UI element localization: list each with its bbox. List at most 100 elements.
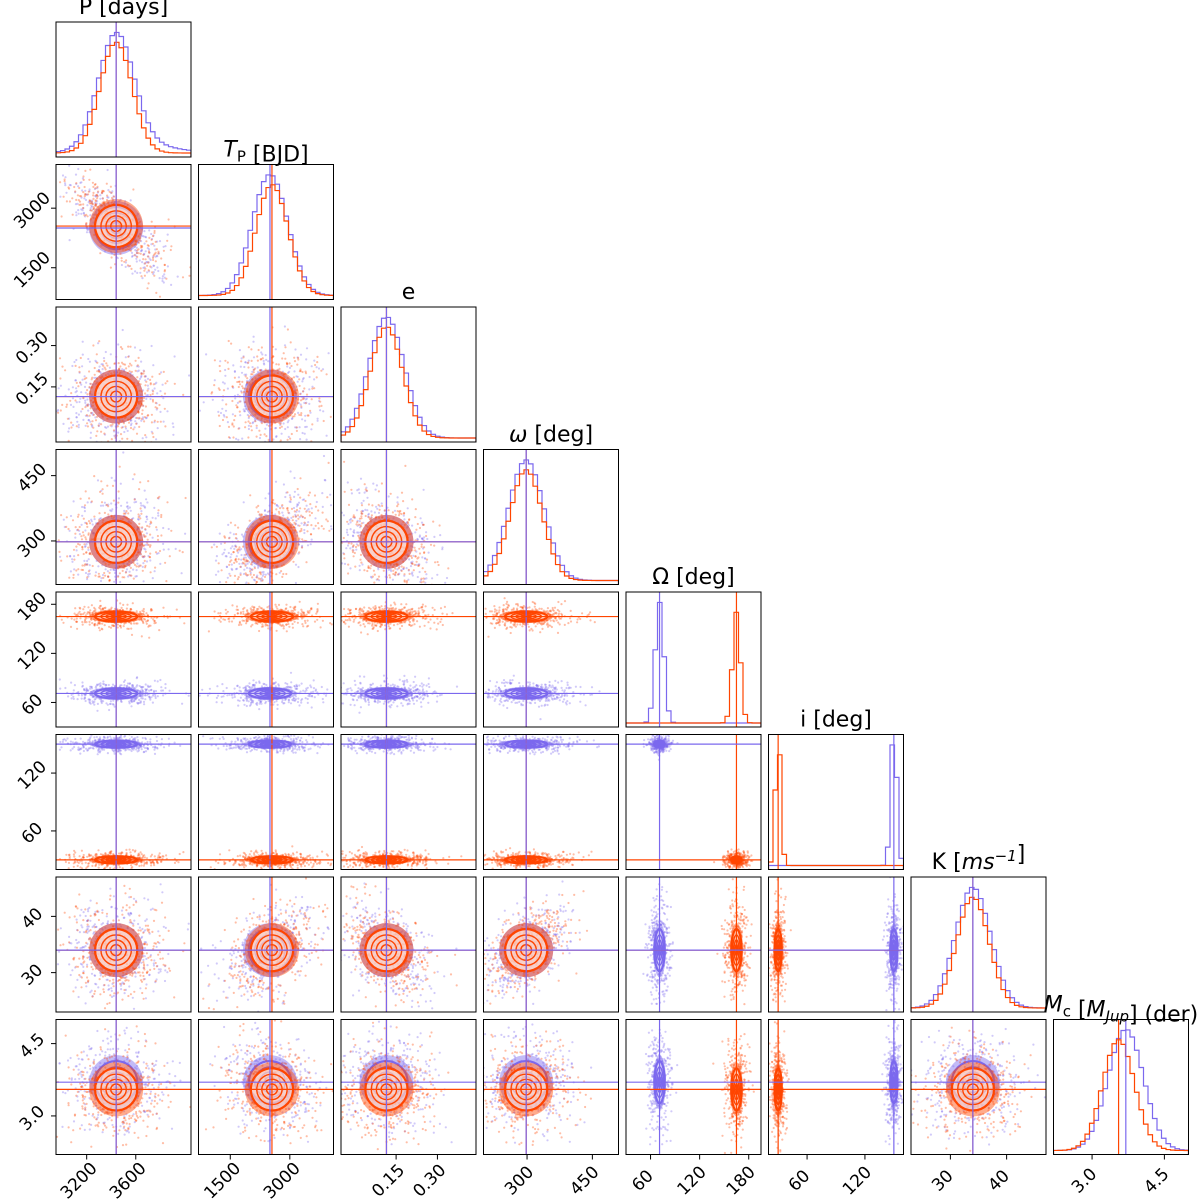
panel-frame (55, 21, 192, 158)
panel-K-vs-i (768, 876, 904, 1013)
contour-level (510, 934, 543, 967)
contour-level (265, 1083, 279, 1096)
contour-level (261, 530, 283, 553)
panel-frame (198, 1019, 334, 1155)
y-tick-label-Mc: 3.0 (16, 1102, 49, 1135)
panel-frame (768, 734, 904, 870)
hist-omega-blue (483, 459, 619, 585)
contour-level (100, 210, 133, 242)
x-tick-label-omega: 450 (566, 1162, 603, 1199)
title-K: K [ms−1] (932, 842, 1026, 875)
hist-Mc-blue (1053, 1029, 1189, 1155)
x-tick-label-P: 3600 (106, 1159, 151, 1201)
panel-i-vs-e (340, 734, 477, 870)
panel-frame (55, 1019, 192, 1155)
panel-frame (768, 1019, 904, 1155)
title-Omega: Ω [deg] (652, 565, 734, 590)
panel-Omega-vs-omega (483, 591, 619, 728)
title-omega: ω [deg] (509, 423, 593, 448)
panel-e-vs-Tp (198, 306, 334, 443)
panel-frame (625, 1019, 762, 1155)
hist-Tp-orange (198, 184, 334, 300)
panel-frame (483, 591, 619, 728)
hist-Mc-orange (1053, 1039, 1189, 1155)
panel-Mc-vs-i (768, 1019, 904, 1155)
panel-i-vs-i (768, 734, 904, 870)
hist-Omega-blue (626, 601, 761, 727)
panel-Mc-vs-omega (483, 1019, 619, 1155)
x-tick-label-e: 0.15 (368, 1161, 409, 1201)
panel-frame (483, 876, 619, 1013)
panel-i-vs-omega (483, 734, 619, 870)
y-tick-label-i: 120 (14, 757, 51, 794)
panel-frame (1053, 1019, 1189, 1155)
panel-K-vs-Omega (625, 876, 762, 1013)
panel-e-vs-P (55, 306, 192, 443)
contour-level (375, 939, 398, 961)
x-tick-label-K: 30 (928, 1166, 957, 1195)
x-tick-label-Tp: 1500 (200, 1159, 245, 1201)
panel-frame (483, 1019, 619, 1155)
panel-i-vs-Tp (198, 734, 334, 870)
contour-level (370, 934, 403, 967)
panel-e-vs-e (340, 306, 477, 443)
panel-frame (625, 591, 762, 728)
panel-frame (340, 306, 477, 443)
x-tick-label-Omega: 120 (674, 1162, 711, 1199)
contour-level (375, 530, 398, 553)
panel-Mc-vs-e (340, 1019, 477, 1155)
panel-frame (910, 1019, 1047, 1155)
panel-omega-vs-e (340, 449, 477, 585)
panel-omega-vs-omega (483, 449, 619, 585)
hist-P-blue (56, 31, 191, 157)
hist-K-orange (911, 896, 1046, 1012)
panel-omega-vs-Tp (198, 449, 334, 585)
y-tick-label-Tp: 3000 (10, 188, 55, 233)
panel-frame (768, 876, 904, 1013)
title-P: P [days] (79, 0, 168, 20)
panel-K-vs-e (340, 876, 477, 1013)
panel-frame (198, 876, 334, 1013)
y-tick-label-Mc: 4.5 (16, 1029, 49, 1062)
panel-frame (55, 876, 192, 1013)
panel-K-vs-P (55, 876, 192, 1013)
panel-frame (340, 1019, 477, 1155)
hist-e-orange (341, 326, 476, 442)
panel-K-vs-omega (483, 876, 619, 1013)
y-tick-label-K: 30 (18, 960, 47, 989)
panel-frame (55, 164, 192, 300)
x-tick-label-i: 120 (839, 1162, 876, 1199)
y-tick-label-Omega: 180 (14, 588, 51, 625)
hist-Omega-orange (626, 611, 761, 727)
panel-P-vs-P (55, 21, 192, 158)
x-tick-label-i: 60 (785, 1166, 814, 1195)
x-tick-label-Mc: 3.0 (1068, 1164, 1101, 1197)
panel-frame (55, 449, 192, 585)
x-tick-label-P: 3200 (57, 1159, 102, 1201)
x-tick-label-Omega: 180 (723, 1162, 760, 1199)
x-tick-label-Tp: 3000 (260, 1159, 305, 1201)
panel-K-vs-Tp (198, 876, 334, 1013)
panel-K-vs-K (910, 876, 1047, 1013)
panel-Mc-vs-Tp (198, 1019, 334, 1155)
y-tick-label-e: 0.15 (12, 369, 53, 410)
panel-Tp-vs-P (55, 164, 192, 300)
scatter-blue (911, 1027, 1046, 1146)
panel-frame (910, 876, 1047, 1013)
panel-frame (625, 734, 762, 870)
panel-omega-vs-P (55, 449, 192, 585)
hist-i-blue (768, 744, 904, 870)
hist-omega-orange (483, 469, 619, 585)
panel-frame (198, 449, 334, 585)
panel-i-vs-Omega (625, 734, 762, 870)
y-tick-label-Omega: 120 (14, 637, 51, 674)
y-tick-label-omega: 300 (14, 525, 51, 562)
panel-Mc-vs-K (910, 1019, 1047, 1155)
x-tick-label-Mc: 4.5 (1140, 1164, 1173, 1197)
hist-P-orange (56, 41, 191, 157)
title-i: i [deg] (800, 708, 872, 733)
contour-level (370, 525, 403, 558)
panel-Mc-vs-P (55, 1019, 192, 1155)
panel-Omega-vs-Omega (625, 591, 762, 728)
y-tick-label-i: 60 (18, 819, 47, 848)
